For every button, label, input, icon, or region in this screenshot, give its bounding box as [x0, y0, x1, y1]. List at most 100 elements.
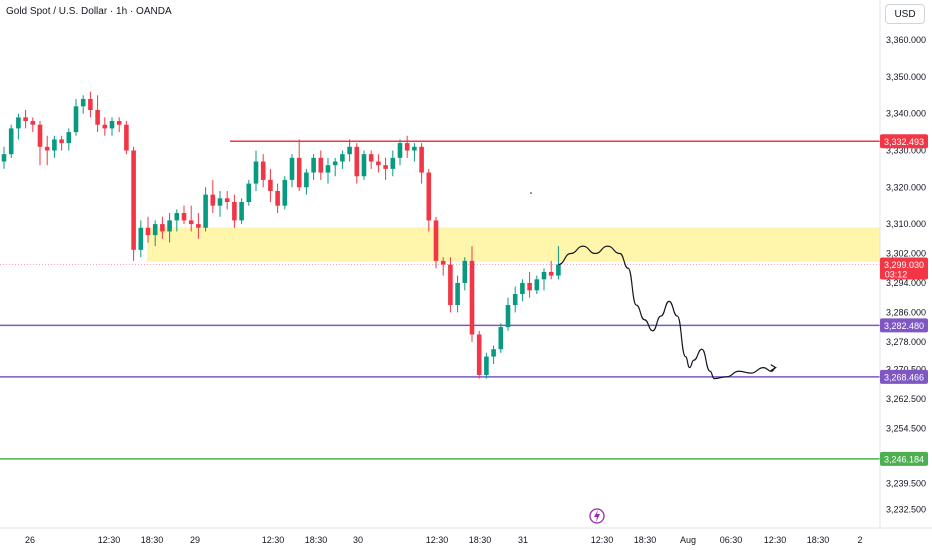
candle-body	[23, 117, 28, 122]
candle-body	[145, 227, 151, 236]
price-tick-label: 3,270.500	[886, 364, 926, 374]
candle-body	[354, 146, 360, 177]
candle-body	[412, 146, 417, 151]
candle-body	[390, 157, 396, 169]
currency-button[interactable]: USD	[885, 4, 925, 24]
candle-body	[440, 260, 446, 265]
candle-body	[433, 220, 439, 261]
candle-body	[512, 294, 518, 306]
candle-body	[52, 139, 57, 151]
candle-body	[59, 139, 64, 144]
symbol-title: Gold Spot / U.S. Dollar · 1h · OANDA	[6, 6, 172, 17]
candle-body	[268, 179, 273, 191]
candle-body	[462, 260, 468, 283]
time-tick-label: 12:30	[262, 535, 285, 545]
price-tick-label: 3,302.000	[886, 249, 926, 259]
price-tick-label: 3,350.000	[886, 72, 926, 82]
time-tick-label: 29	[190, 535, 200, 545]
zone-layer	[147, 227, 880, 262]
candle-layer	[1, 91, 561, 379]
candle-body	[505, 305, 511, 328]
candle-body	[296, 157, 302, 188]
time-tick-label: 12:30	[764, 535, 787, 545]
candle-body	[239, 202, 244, 221]
candle-body	[376, 161, 381, 166]
candle-body	[80, 98, 86, 107]
forecast-layer	[530, 192, 777, 380]
candle-body	[520, 282, 525, 294]
candle-body	[124, 124, 129, 151]
candle-body	[426, 172, 432, 221]
forecast-path	[558, 245, 776, 380]
time-tick-label: 12:30	[591, 535, 614, 545]
price-tick-label: 3,286.000	[886, 307, 926, 317]
candle-body	[232, 202, 237, 221]
candle-body	[30, 121, 36, 125]
candle-body	[383, 165, 388, 169]
price-tag-layer: 3,332.493 3,282.480 3,268.466 3,246.184 3,29…	[880, 134, 928, 466]
candle-body	[347, 146, 352, 155]
candle-body	[37, 124, 43, 147]
price-tick-label: 3,340.000	[886, 109, 926, 119]
candle-body	[548, 271, 554, 276]
candle-body	[455, 282, 460, 306]
candle-body	[131, 150, 136, 250]
candle-body	[289, 157, 295, 180]
candle-body	[203, 194, 208, 228]
current-price-label: 3,299.030	[884, 260, 924, 270]
candle-body	[304, 172, 309, 188]
candle-body	[340, 154, 345, 162]
candle-body	[484, 356, 489, 375]
price-tag-label: 3,332.493	[884, 137, 924, 147]
candle-body	[116, 121, 122, 125]
time-tick-label: 30	[353, 535, 363, 545]
time-tick-label: 18:30	[807, 535, 830, 545]
candle-body	[109, 121, 115, 129]
candle-body	[253, 161, 259, 184]
time-tick-label: 18:30	[469, 535, 492, 545]
candle-body	[491, 349, 496, 357]
candle-body	[476, 334, 482, 375]
current-price-tag	[880, 257, 928, 280]
candle-body	[498, 327, 504, 350]
candle-body	[1, 154, 7, 162]
time-tick-label: Aug	[680, 535, 696, 545]
price-tag-label: 3,268.466	[884, 372, 924, 382]
flash-icon-bolt	[594, 510, 600, 522]
candle-body	[318, 157, 324, 173]
time-axis[interactable]: 26 12:30 18:30 29 12:30 18:30 30 12:30 18:30 31 12…	[0, 527, 932, 545]
price-tag-support	[880, 369, 928, 384]
price-tick-label: 3,320.000	[886, 182, 926, 192]
candle-body	[527, 282, 532, 291]
candle-body	[282, 179, 288, 206]
level-layer	[0, 140, 880, 460]
price-tick-label: 3,262.500	[886, 394, 926, 404]
flash-icon[interactable]	[589, 508, 605, 524]
time-tick-label: 18:30	[141, 535, 164, 545]
price-tick-label: 3,239.500	[886, 479, 926, 489]
candle-body	[167, 220, 172, 232]
candle-body	[332, 161, 338, 166]
price-tick-label: 3,294.000	[886, 278, 926, 288]
price-tick-label: 3,330.000	[886, 145, 926, 155]
price-tick-label: 3,232.500	[886, 504, 926, 514]
time-tick-label: 31	[518, 535, 528, 545]
candle-body	[311, 157, 316, 173]
price-tick-label: 3,310.000	[886, 219, 926, 229]
price-tick-label: 3,254.500	[886, 423, 926, 433]
price-tag-label: 3,282.480	[884, 321, 924, 331]
candle-body	[73, 106, 79, 133]
candle-body	[361, 154, 367, 177]
price-tag-target	[880, 451, 928, 466]
time-tick-label: 12:30	[98, 535, 121, 545]
candle-body	[95, 110, 100, 125]
candle-body	[174, 213, 180, 221]
time-tick-label: 18:30	[305, 535, 328, 545]
candle-body	[325, 165, 331, 173]
candle-body	[541, 271, 547, 280]
candle-body	[404, 143, 410, 151]
candle-body	[138, 227, 144, 250]
flash-icon-ring	[589, 508, 605, 524]
